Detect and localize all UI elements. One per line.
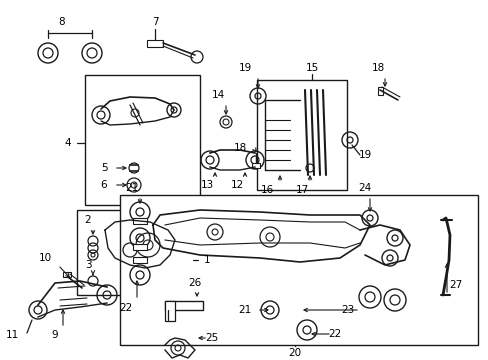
Text: 19: 19 [358, 150, 371, 160]
Text: 14: 14 [211, 90, 224, 100]
Text: 4: 4 [64, 138, 71, 148]
Bar [133, 218, 147, 224]
Text: 11: 11 [5, 330, 19, 340]
Bar [133, 244, 147, 250]
Bar [77, 210, 195, 295]
Text: 27: 27 [448, 280, 462, 290]
Text: 15: 15 [305, 63, 318, 73]
Text: 24: 24 [358, 183, 371, 193]
Text: 1: 1 [203, 255, 210, 265]
Text: 6: 6 [101, 180, 107, 190]
Text: 21: 21 [238, 305, 251, 315]
Bar [164, 301, 175, 321]
Text: 22: 22 [119, 303, 132, 313]
Text: 18: 18 [370, 63, 384, 73]
Bar [164, 301, 203, 310]
Text: 16: 16 [260, 185, 273, 195]
Text: 10: 10 [39, 253, 51, 263]
Bar [147, 40, 163, 47]
Bar [251, 163, 260, 168]
Text: 17: 17 [295, 185, 308, 195]
Text: 22: 22 [328, 329, 341, 339]
Bar [63, 272, 71, 277]
Text: 26: 26 [188, 278, 201, 288]
Bar [377, 87, 382, 95]
Text: 18: 18 [233, 143, 246, 153]
Bar [133, 257, 147, 263]
Text: 19: 19 [238, 63, 251, 73]
Text: 20: 20 [288, 348, 301, 358]
Text: 5: 5 [101, 163, 107, 173]
Bar [257, 80, 346, 190]
Text: 25: 25 [205, 333, 218, 343]
Text: 13: 13 [200, 180, 213, 190]
Text: 9: 9 [52, 330, 58, 340]
Text: 7: 7 [151, 17, 158, 27]
Text: 3: 3 [84, 260, 91, 270]
Bar [85, 75, 200, 205]
Text: 8: 8 [59, 17, 65, 27]
Text: 23: 23 [341, 305, 354, 315]
Text: 2: 2 [84, 215, 91, 225]
Bar [120, 195, 477, 345]
Text: 21: 21 [125, 183, 138, 193]
Text: 12: 12 [230, 180, 243, 190]
